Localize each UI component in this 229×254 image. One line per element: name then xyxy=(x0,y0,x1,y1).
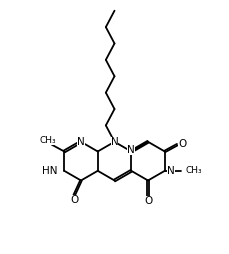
Text: N: N xyxy=(167,166,175,176)
Text: N: N xyxy=(127,145,135,155)
Text: N: N xyxy=(111,137,118,147)
Text: HN: HN xyxy=(42,166,58,176)
Text: CH₃: CH₃ xyxy=(40,136,57,145)
Text: O: O xyxy=(70,195,78,205)
Text: CH₃: CH₃ xyxy=(186,166,202,175)
Text: N: N xyxy=(77,137,85,147)
Text: O: O xyxy=(144,196,152,206)
Text: O: O xyxy=(178,138,186,149)
